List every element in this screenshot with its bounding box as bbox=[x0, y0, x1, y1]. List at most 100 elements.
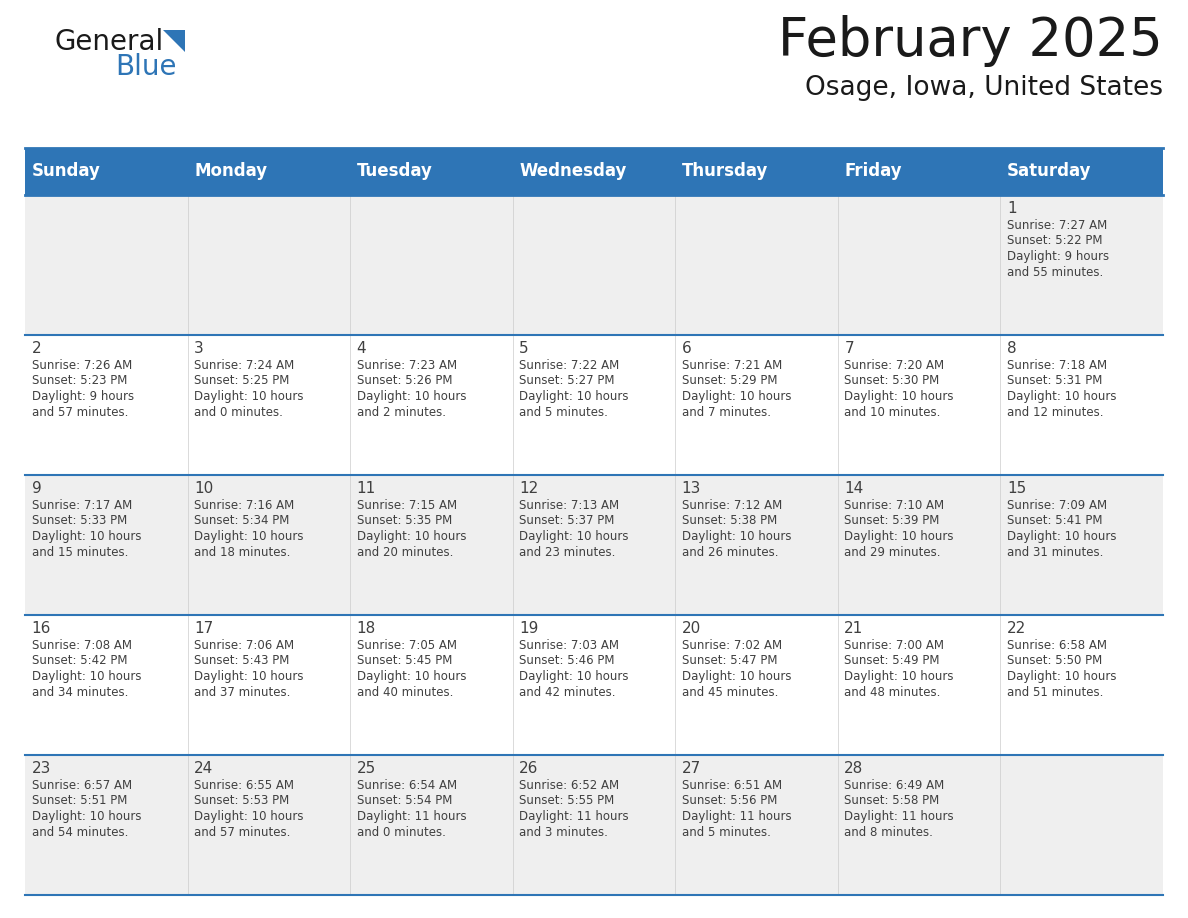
Text: and 18 minutes.: and 18 minutes. bbox=[194, 545, 290, 558]
Text: 26: 26 bbox=[519, 761, 538, 776]
Text: and 34 minutes.: and 34 minutes. bbox=[32, 686, 128, 699]
Text: Daylight: 9 hours: Daylight: 9 hours bbox=[32, 390, 133, 403]
Text: and 54 minutes.: and 54 minutes. bbox=[32, 825, 128, 838]
Bar bbox=[513, 335, 675, 475]
Text: Wednesday: Wednesday bbox=[519, 162, 626, 181]
Bar bbox=[1000, 475, 1163, 615]
Bar bbox=[25, 475, 188, 615]
Bar bbox=[675, 335, 838, 475]
Bar bbox=[188, 335, 350, 475]
Text: Sunset: 5:46 PM: Sunset: 5:46 PM bbox=[519, 655, 614, 667]
Bar bbox=[513, 615, 675, 755]
Text: Daylight: 9 hours: Daylight: 9 hours bbox=[1007, 250, 1110, 263]
Text: 21: 21 bbox=[845, 621, 864, 636]
Text: Daylight: 10 hours: Daylight: 10 hours bbox=[1007, 390, 1117, 403]
Text: Daylight: 10 hours: Daylight: 10 hours bbox=[32, 810, 141, 823]
Text: 13: 13 bbox=[682, 481, 701, 496]
Text: Sunset: 5:45 PM: Sunset: 5:45 PM bbox=[356, 655, 451, 667]
Bar bbox=[350, 755, 513, 895]
Text: Sunrise: 7:22 AM: Sunrise: 7:22 AM bbox=[519, 359, 619, 372]
Text: Sunset: 5:58 PM: Sunset: 5:58 PM bbox=[845, 794, 940, 808]
Text: Sunrise: 7:26 AM: Sunrise: 7:26 AM bbox=[32, 359, 132, 372]
Text: and 23 minutes.: and 23 minutes. bbox=[519, 545, 615, 558]
Text: Sunset: 5:37 PM: Sunset: 5:37 PM bbox=[519, 514, 614, 528]
Text: and 37 minutes.: and 37 minutes. bbox=[194, 686, 290, 699]
Text: Sunset: 5:25 PM: Sunset: 5:25 PM bbox=[194, 375, 290, 387]
Text: Daylight: 10 hours: Daylight: 10 hours bbox=[682, 530, 791, 543]
Text: 15: 15 bbox=[1007, 481, 1026, 496]
Text: 12: 12 bbox=[519, 481, 538, 496]
Text: Sunrise: 7:18 AM: Sunrise: 7:18 AM bbox=[1007, 359, 1107, 372]
Text: Daylight: 10 hours: Daylight: 10 hours bbox=[32, 670, 141, 683]
Text: Sunrise: 7:03 AM: Sunrise: 7:03 AM bbox=[519, 639, 619, 652]
Bar bbox=[25, 148, 188, 195]
Text: and 48 minutes.: and 48 minutes. bbox=[845, 686, 941, 699]
Text: Sunset: 5:38 PM: Sunset: 5:38 PM bbox=[682, 514, 777, 528]
Bar bbox=[838, 755, 1000, 895]
Bar bbox=[188, 195, 350, 335]
Bar bbox=[675, 755, 838, 895]
Text: Sunset: 5:49 PM: Sunset: 5:49 PM bbox=[845, 655, 940, 667]
Text: Sunrise: 7:21 AM: Sunrise: 7:21 AM bbox=[682, 359, 782, 372]
Text: Sunset: 5:22 PM: Sunset: 5:22 PM bbox=[1007, 234, 1102, 248]
Text: 11: 11 bbox=[356, 481, 375, 496]
Text: and 5 minutes.: and 5 minutes. bbox=[519, 406, 608, 419]
Text: 6: 6 bbox=[682, 341, 691, 356]
Bar bbox=[188, 475, 350, 615]
Text: 22: 22 bbox=[1007, 621, 1026, 636]
Text: Daylight: 10 hours: Daylight: 10 hours bbox=[194, 670, 304, 683]
Text: Daylight: 10 hours: Daylight: 10 hours bbox=[682, 670, 791, 683]
Text: Sunset: 5:27 PM: Sunset: 5:27 PM bbox=[519, 375, 614, 387]
Text: Sunrise: 7:06 AM: Sunrise: 7:06 AM bbox=[194, 639, 295, 652]
Bar bbox=[1000, 335, 1163, 475]
Text: Sunrise: 7:08 AM: Sunrise: 7:08 AM bbox=[32, 639, 132, 652]
Text: 16: 16 bbox=[32, 621, 51, 636]
Text: Sunset: 5:42 PM: Sunset: 5:42 PM bbox=[32, 655, 127, 667]
Text: Sunrise: 7:27 AM: Sunrise: 7:27 AM bbox=[1007, 219, 1107, 232]
Text: and 51 minutes.: and 51 minutes. bbox=[1007, 686, 1104, 699]
Text: Tuesday: Tuesday bbox=[356, 162, 432, 181]
Text: Sunrise: 7:13 AM: Sunrise: 7:13 AM bbox=[519, 499, 619, 512]
Bar bbox=[675, 615, 838, 755]
Text: Sunset: 5:55 PM: Sunset: 5:55 PM bbox=[519, 794, 614, 808]
Text: Sunset: 5:29 PM: Sunset: 5:29 PM bbox=[682, 375, 777, 387]
Text: and 26 minutes.: and 26 minutes. bbox=[682, 545, 778, 558]
Text: Sunrise: 7:10 AM: Sunrise: 7:10 AM bbox=[845, 499, 944, 512]
Text: 28: 28 bbox=[845, 761, 864, 776]
Text: Sunrise: 7:12 AM: Sunrise: 7:12 AM bbox=[682, 499, 782, 512]
Text: Daylight: 10 hours: Daylight: 10 hours bbox=[194, 530, 304, 543]
Text: Daylight: 11 hours: Daylight: 11 hours bbox=[682, 810, 791, 823]
Text: Sunrise: 7:05 AM: Sunrise: 7:05 AM bbox=[356, 639, 456, 652]
Text: General: General bbox=[55, 28, 164, 56]
Text: Sunrise: 6:51 AM: Sunrise: 6:51 AM bbox=[682, 779, 782, 792]
Bar bbox=[513, 148, 675, 195]
Text: 25: 25 bbox=[356, 761, 375, 776]
Text: Sunrise: 6:52 AM: Sunrise: 6:52 AM bbox=[519, 779, 619, 792]
Text: Sunrise: 7:00 AM: Sunrise: 7:00 AM bbox=[845, 639, 944, 652]
Text: 20: 20 bbox=[682, 621, 701, 636]
Bar bbox=[350, 148, 513, 195]
Bar bbox=[188, 755, 350, 895]
Text: and 0 minutes.: and 0 minutes. bbox=[194, 406, 283, 419]
Text: Daylight: 10 hours: Daylight: 10 hours bbox=[519, 390, 628, 403]
Text: Sunrise: 7:24 AM: Sunrise: 7:24 AM bbox=[194, 359, 295, 372]
Text: and 45 minutes.: and 45 minutes. bbox=[682, 686, 778, 699]
Text: 4: 4 bbox=[356, 341, 366, 356]
Text: February 2025: February 2025 bbox=[778, 15, 1163, 67]
Text: Daylight: 10 hours: Daylight: 10 hours bbox=[682, 390, 791, 403]
Bar bbox=[838, 195, 1000, 335]
Text: and 3 minutes.: and 3 minutes. bbox=[519, 825, 608, 838]
Text: and 10 minutes.: and 10 minutes. bbox=[845, 406, 941, 419]
Text: 24: 24 bbox=[194, 761, 214, 776]
Text: Sunrise: 7:09 AM: Sunrise: 7:09 AM bbox=[1007, 499, 1107, 512]
Text: Sunset: 5:39 PM: Sunset: 5:39 PM bbox=[845, 514, 940, 528]
Text: 3: 3 bbox=[194, 341, 204, 356]
Text: 17: 17 bbox=[194, 621, 214, 636]
Text: 7: 7 bbox=[845, 341, 854, 356]
Bar bbox=[25, 335, 188, 475]
Text: and 5 minutes.: and 5 minutes. bbox=[682, 825, 771, 838]
Bar bbox=[675, 475, 838, 615]
Text: 5: 5 bbox=[519, 341, 529, 356]
Bar bbox=[513, 755, 675, 895]
Text: 1: 1 bbox=[1007, 201, 1017, 216]
